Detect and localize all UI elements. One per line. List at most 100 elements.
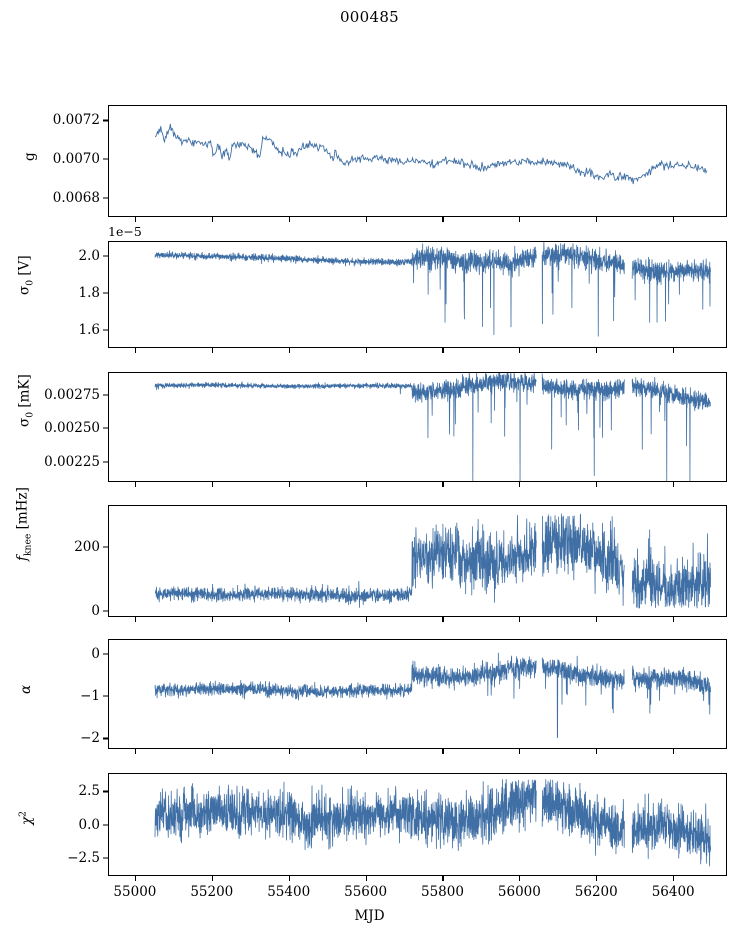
x-tick-mark: [596, 482, 598, 487]
y-axis-offset-text: 1e−5: [108, 224, 142, 239]
x-tick-mark: [442, 749, 444, 754]
x-tick-label: 56000: [497, 884, 541, 900]
figure-title: 000485: [339, 8, 400, 26]
x-tick-mark: [442, 217, 444, 222]
x-tick-label: 55000: [113, 884, 157, 900]
x-tick-mark: [519, 482, 521, 487]
y-axis-ticks-alpha: −2 −1 0: [14, 639, 100, 749]
x-tick-mark: [596, 617, 598, 622]
y-tick-mark: [103, 546, 108, 548]
x-tick-mark: [442, 482, 444, 487]
y-tick-mark: [103, 427, 108, 429]
y-axis-ticks-sigma0-volts: 1.6 1.8 2.0: [14, 241, 100, 348]
y-tick-mark: [103, 695, 108, 697]
x-tick-mark: [365, 348, 367, 353]
x-tick-mark: [519, 348, 521, 353]
x-tick-label: 56400: [651, 884, 695, 900]
x-tick-mark: [596, 876, 598, 881]
y-tick-label: 0.0068: [52, 189, 100, 206]
x-tick-mark: [519, 749, 521, 754]
y-tick-mark: [103, 610, 108, 612]
x-tick-label: 55200: [190, 884, 234, 900]
x-tick-mark: [596, 348, 598, 353]
y-tick-label: 1.6: [78, 321, 100, 338]
x-tick-mark: [134, 749, 136, 754]
x-tick-mark: [288, 876, 290, 881]
y-tick-label: 0.0: [78, 816, 100, 833]
x-tick-mark: [442, 617, 444, 622]
subplot-sigma0-mk: [108, 372, 727, 482]
y-tick-mark: [103, 461, 108, 463]
x-tick-mark: [442, 876, 444, 881]
y-tick-mark: [103, 197, 108, 199]
x-tick-mark: [519, 876, 521, 881]
x-tick-mark: [288, 749, 290, 754]
x-tick-mark: [519, 217, 521, 222]
x-tick-mark: [596, 217, 598, 222]
y-axis-ticks-sigma0-mk: 0.00225 0.00250 0.00275: [14, 372, 100, 482]
y-axis-ticks-gain: 0.0068 0.0070 0.0072: [14, 105, 100, 217]
y-axis-ticks-chi-squared: −2.5 0.0 2.5: [14, 773, 100, 876]
x-tick-mark: [211, 482, 213, 487]
x-tick-mark: [365, 617, 367, 622]
x-tick-mark: [134, 482, 136, 487]
y-tick-label: 0: [91, 602, 100, 619]
x-tick-mark: [211, 348, 213, 353]
x-tick-mark: [288, 348, 290, 353]
y-tick-mark: [103, 255, 108, 257]
x-tick-mark: [365, 482, 367, 487]
y-tick-mark: [103, 857, 108, 859]
y-tick-mark: [103, 653, 108, 655]
y-tick-label: 0.00225: [44, 453, 100, 470]
x-tick-mark: [365, 749, 367, 754]
y-tick-mark: [103, 824, 108, 826]
y-tick-label: 0.00275: [44, 386, 100, 403]
x-tick-mark: [288, 217, 290, 222]
x-tick-mark: [211, 749, 213, 754]
x-tick-mark: [211, 217, 213, 222]
y-tick-mark: [103, 292, 108, 294]
y-tick-label: 0.00250: [44, 420, 100, 437]
x-tick-mark: [365, 876, 367, 881]
x-tick-mark: [134, 217, 136, 222]
y-tick-label: −1: [80, 688, 100, 705]
y-tick-label: 1.8: [78, 284, 100, 301]
x-tick-mark: [211, 876, 213, 881]
y-tick-label: −2.5: [67, 849, 100, 866]
y-tick-mark: [103, 158, 108, 160]
subplot-alpha: [108, 639, 727, 749]
y-tick-label: 200: [74, 538, 100, 555]
y-tick-mark: [103, 394, 108, 396]
x-tick-mark: [134, 617, 136, 622]
x-tick-mark: [673, 876, 675, 881]
x-tick-label: 55400: [267, 884, 311, 900]
x-tick-mark: [134, 876, 136, 881]
x-tick-mark: [519, 617, 521, 622]
subplot-f-knee: [108, 505, 727, 617]
x-tick-label: 55600: [344, 884, 388, 900]
x-tick-mark: [442, 348, 444, 353]
x-tick-mark: [673, 749, 675, 754]
x-tick-label: 55800: [421, 884, 464, 900]
x-axis-label: MJD: [354, 908, 385, 924]
y-tick-label: −2: [80, 730, 100, 747]
y-tick-label: 0: [91, 645, 100, 662]
x-tick-mark: [673, 217, 675, 222]
x-tick-mark: [673, 617, 675, 622]
y-tick-mark: [103, 329, 108, 331]
y-tick-mark: [103, 737, 108, 740]
y-tick-label: 0.0072: [52, 112, 100, 129]
y-tick-label: 2.0: [78, 247, 100, 264]
x-tick-label: 56200: [574, 884, 618, 900]
x-tick-mark: [673, 348, 675, 353]
x-tick-mark: [365, 217, 367, 222]
x-tick-mark: [288, 617, 290, 622]
y-tick-label: 2.5: [78, 783, 100, 800]
x-tick-mark: [673, 482, 675, 487]
x-tick-mark: [134, 348, 136, 353]
subplot-chi-squared: [108, 773, 727, 876]
y-axis-ticks-f-knee: 0 200: [14, 505, 100, 619]
x-tick-mark: [288, 482, 290, 487]
x-tick-mark: [596, 749, 598, 754]
